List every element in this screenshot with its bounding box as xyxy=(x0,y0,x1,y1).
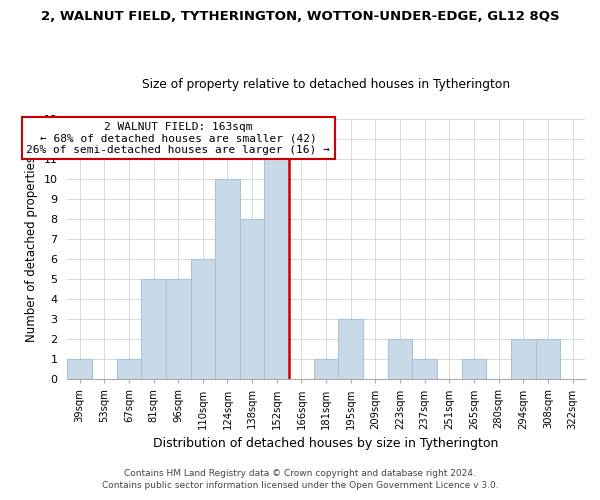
X-axis label: Distribution of detached houses by size in Tytherington: Distribution of detached houses by size … xyxy=(154,437,499,450)
Bar xyxy=(338,319,363,380)
Text: 2, WALNUT FIELD, TYTHERINGTON, WOTTON-UNDER-EDGE, GL12 8QS: 2, WALNUT FIELD, TYTHERINGTON, WOTTON-UN… xyxy=(41,10,559,23)
Title: Size of property relative to detached houses in Tytherington: Size of property relative to detached ho… xyxy=(142,78,510,91)
Bar xyxy=(265,158,289,380)
Bar xyxy=(314,359,338,380)
Bar xyxy=(116,359,141,380)
Bar xyxy=(462,359,487,380)
Bar xyxy=(240,219,265,380)
Bar xyxy=(191,259,215,380)
Bar xyxy=(536,339,560,380)
Bar xyxy=(215,178,240,380)
Bar xyxy=(388,339,412,380)
Bar xyxy=(511,339,536,380)
Text: Contains HM Land Registry data © Crown copyright and database right 2024.
Contai: Contains HM Land Registry data © Crown c… xyxy=(101,468,499,490)
Bar xyxy=(412,359,437,380)
Bar xyxy=(166,279,191,380)
Bar xyxy=(141,279,166,380)
Bar xyxy=(67,359,92,380)
Text: 2 WALNUT FIELD: 163sqm
← 68% of detached houses are smaller (42)
26% of semi-det: 2 WALNUT FIELD: 163sqm ← 68% of detached… xyxy=(26,122,330,155)
Y-axis label: Number of detached properties: Number of detached properties xyxy=(25,156,38,342)
